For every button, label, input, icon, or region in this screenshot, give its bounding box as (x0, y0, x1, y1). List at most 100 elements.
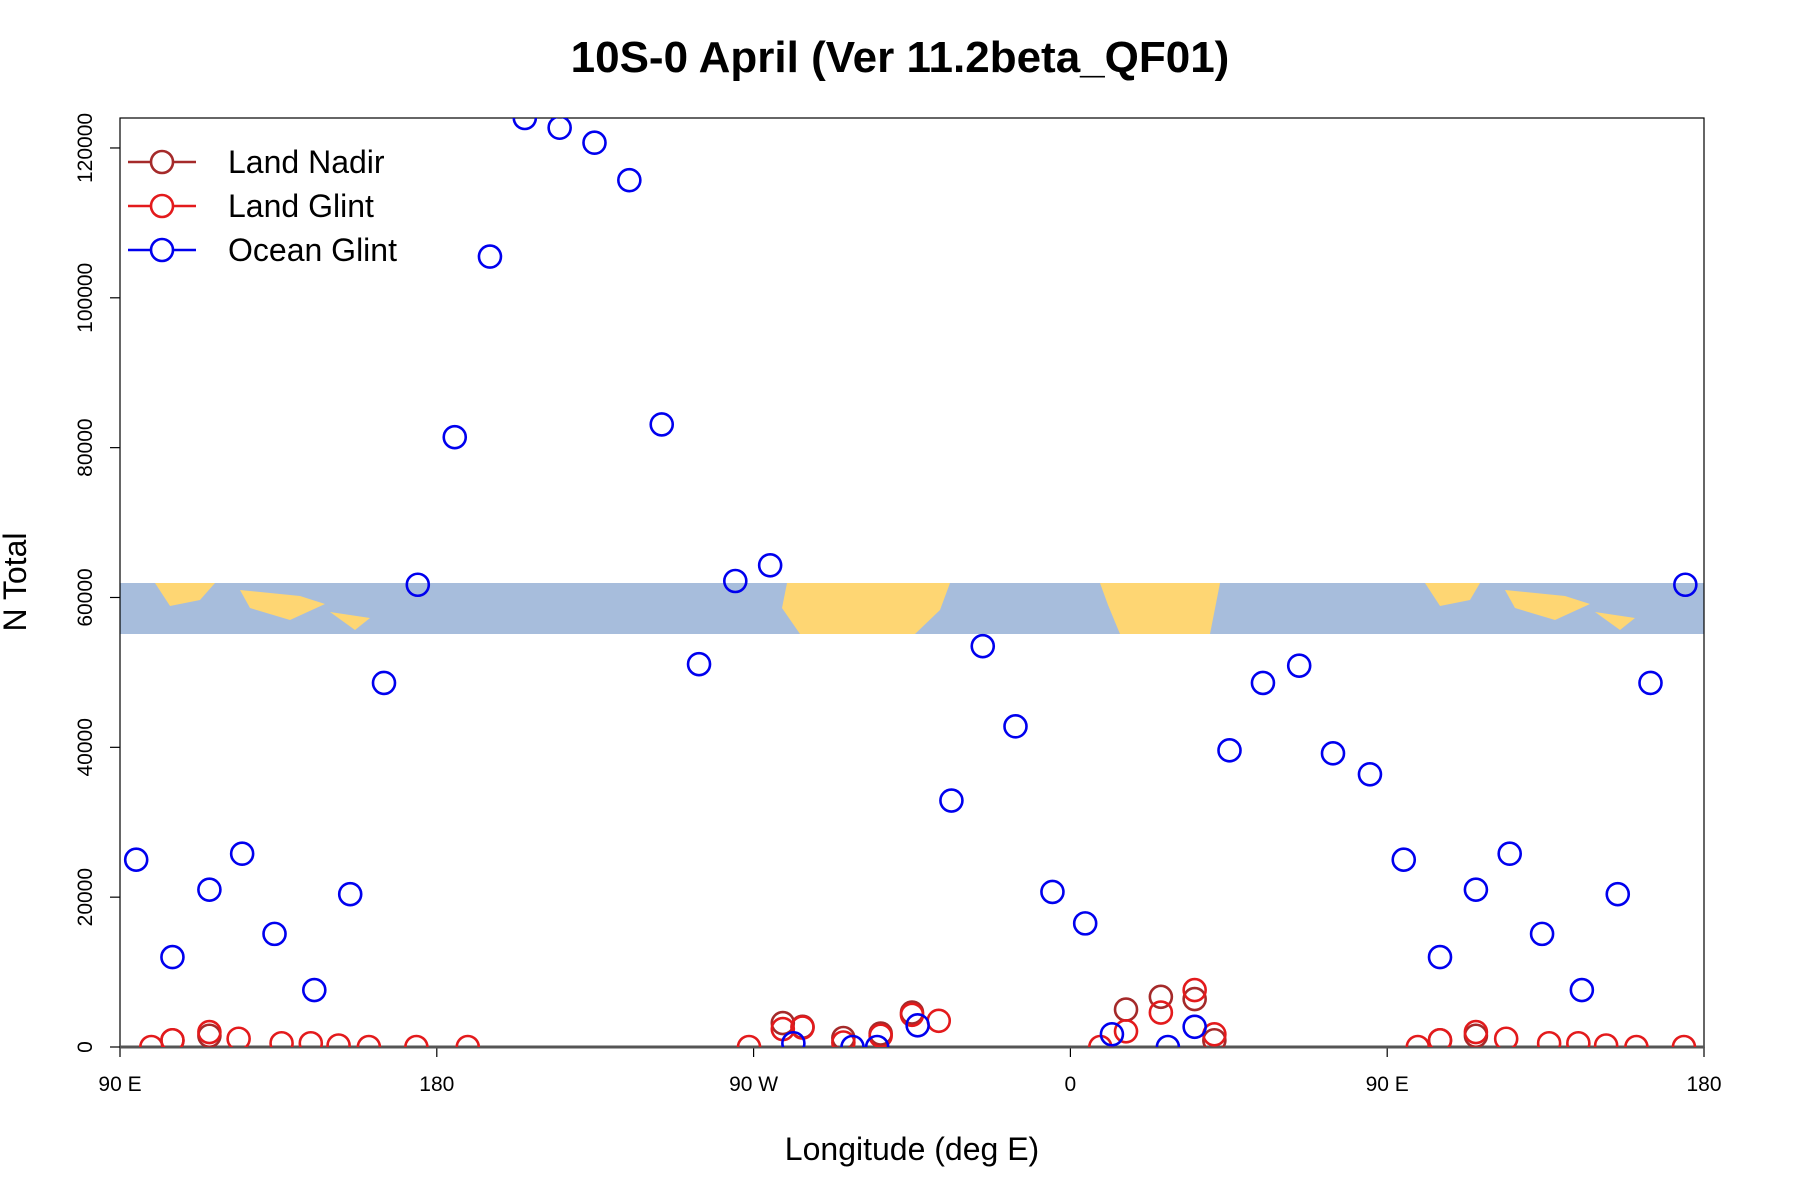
point (1427, 944, 1453, 970)
point (686, 651, 712, 677)
point (722, 568, 748, 594)
point (1391, 847, 1417, 873)
point (229, 841, 255, 867)
point (226, 1026, 251, 1047)
y-tick-label: 80000 (74, 418, 97, 476)
chart-title: 10S-0 April (Ver 11.2beta_QF01) (571, 33, 1230, 82)
legend-marker (149, 149, 175, 175)
point (781, 1030, 806, 1047)
point (736, 1034, 762, 1047)
point (405, 572, 431, 598)
point (582, 130, 607, 156)
point (1320, 741, 1346, 766)
point (905, 1012, 930, 1038)
point (442, 424, 468, 450)
y-tick-label: 100000 (74, 263, 97, 333)
x-axis-label: Longitude (deg E) (785, 1131, 1039, 1167)
x-tick-label: 90 E (1366, 1073, 1409, 1096)
point (868, 1023, 893, 1047)
point (123, 847, 149, 873)
point (1357, 761, 1383, 787)
point (547, 118, 572, 141)
point (139, 1034, 164, 1047)
legend-label: Ocean Glint (228, 232, 397, 268)
point (160, 944, 185, 970)
point (926, 1008, 952, 1034)
point (939, 788, 964, 813)
point (1529, 921, 1555, 947)
point (831, 1030, 856, 1047)
point (1286, 653, 1312, 678)
point (1182, 986, 1207, 1012)
point (1605, 881, 1631, 907)
point (840, 1034, 865, 1047)
y-tick-label: 0 (74, 1041, 97, 1053)
point (1182, 1014, 1207, 1040)
point (1427, 1027, 1453, 1047)
point (617, 167, 642, 193)
point (262, 921, 287, 947)
x-tick-label: 90 E (98, 1073, 141, 1096)
point (1566, 1030, 1591, 1047)
point (477, 244, 503, 269)
point (1148, 984, 1174, 1010)
map-strip (120, 583, 1704, 634)
point (1405, 1034, 1431, 1047)
point (864, 1034, 890, 1047)
legend-marker (149, 237, 175, 263)
point (1217, 738, 1242, 763)
legend-label: Land Glint (228, 188, 374, 224)
x-tick-label: 180 (419, 1073, 454, 1096)
point (1463, 877, 1489, 902)
point (1250, 670, 1276, 696)
point (1497, 841, 1522, 867)
point (1569, 977, 1595, 1003)
point (1593, 1033, 1619, 1047)
x-tick-label: 0 (1065, 1073, 1077, 1096)
point (1463, 1019, 1489, 1045)
point (1638, 670, 1663, 696)
y-tick-label: 60000 (74, 568, 97, 626)
point (1536, 1030, 1562, 1047)
point (1113, 997, 1139, 1022)
point (1148, 1000, 1174, 1025)
point (455, 1034, 481, 1047)
point (1003, 714, 1028, 739)
point (757, 552, 783, 578)
point (269, 1030, 294, 1047)
point (1099, 1021, 1125, 1047)
point (1072, 911, 1098, 936)
point (1182, 977, 1207, 1003)
point (1624, 1034, 1649, 1047)
point (404, 1034, 429, 1047)
point (326, 1033, 351, 1047)
y-tick-label: 120000 (74, 113, 97, 183)
point (356, 1034, 382, 1047)
point (160, 1027, 185, 1047)
point (298, 1030, 324, 1047)
x-tick-label: 90 W (729, 1073, 778, 1096)
y-axis-label: N Total (0, 532, 33, 631)
point (1155, 1034, 1181, 1047)
point (1671, 1034, 1697, 1047)
plot-area (123, 118, 1698, 1047)
point (197, 1019, 222, 1045)
point (1673, 572, 1698, 598)
point (970, 633, 996, 659)
x-tick-label: 180 (1686, 1073, 1721, 1096)
point (371, 670, 397, 696)
point (337, 881, 363, 907)
point (1493, 1026, 1519, 1047)
legend-label: Land Nadir (228, 144, 385, 180)
y-tick-label: 40000 (74, 718, 97, 776)
point (302, 977, 327, 1003)
point (649, 412, 675, 437)
y-tick-label: 20000 (74, 868, 97, 926)
point (197, 877, 222, 902)
legend-marker (149, 193, 175, 219)
point (512, 118, 538, 131)
point (1040, 879, 1065, 905)
point (1202, 1027, 1227, 1047)
